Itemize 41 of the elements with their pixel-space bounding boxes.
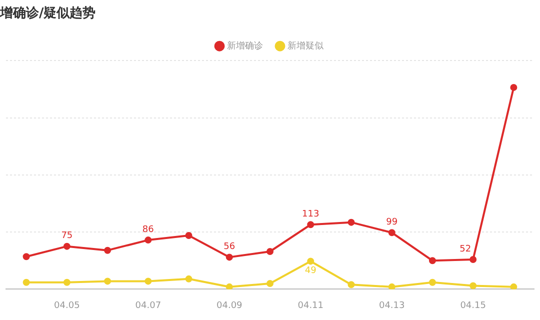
point [428,278,436,286]
data-label: 113 [302,209,320,220]
point [144,236,152,244]
point [226,283,233,290]
point [470,282,477,290]
x-tick-label: 04.05 [54,300,80,311]
point [22,253,30,260]
x-tick-label: 04.15 [460,300,486,311]
point [266,248,274,255]
point [185,232,192,239]
point [388,229,396,236]
data-label: 56 [224,242,236,252]
point [510,283,518,290]
point [22,278,30,286]
point [104,246,112,254]
x-tick-label: 04.07 [135,300,162,311]
point [226,254,233,261]
x-tick-label: 04.11 [298,300,324,311]
point [510,84,518,91]
legend-label: 新增疑似 [288,40,324,52]
data-label: 52 [460,244,472,254]
point [185,275,192,282]
point [428,257,436,264]
point [63,242,70,250]
point [63,278,70,286]
x-tick-label: 04.09 [216,300,243,311]
legend-label: 新增确诊 [227,40,263,52]
point [470,256,477,263]
data-label: 49 [304,266,317,276]
point [388,283,396,290]
data-label: 75 [61,231,73,242]
point [348,281,355,288]
point [307,221,314,228]
point [104,278,112,285]
point [144,278,152,285]
point [307,258,314,265]
data-label: 86 [142,224,154,235]
data-label: 99 [386,217,398,228]
point [266,280,274,287]
x-tick-label: 04.13 [378,300,405,311]
point [348,218,355,226]
